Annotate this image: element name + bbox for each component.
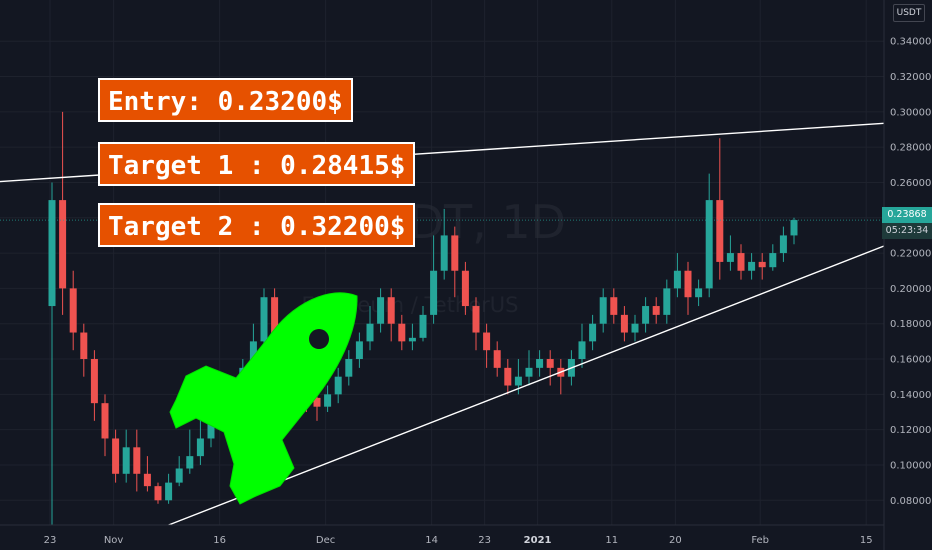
y-tick-label: 0.08000	[890, 496, 931, 507]
y-tick-label: 0.22000	[890, 249, 931, 260]
candle	[165, 473, 173, 504]
candle	[663, 279, 671, 324]
candle	[112, 429, 120, 483]
candle	[324, 385, 332, 412]
candle	[69, 270, 77, 351]
candle	[133, 429, 141, 492]
candle	[260, 288, 268, 351]
candle	[536, 350, 544, 377]
candle	[599, 288, 607, 333]
candle	[779, 226, 787, 262]
candle	[620, 306, 628, 342]
y-tick-label: 0.28000	[890, 143, 931, 154]
candle	[461, 261, 469, 315]
candle	[408, 323, 416, 351]
x-tick-label: 15	[860, 535, 873, 546]
x-tick-label: 14	[425, 535, 438, 546]
time-axis[interactable]: 23 Nov 16 Dec 14 23 2021 11 20 Feb 15	[0, 524, 884, 546]
candle	[451, 226, 459, 298]
candle	[48, 182, 56, 525]
candle	[355, 332, 363, 368]
candle	[472, 297, 480, 351]
currency-badge[interactable]: USDT	[893, 4, 925, 22]
candle	[186, 429, 194, 474]
x-tick-label: 23	[478, 535, 491, 546]
x-tick-label: 2021	[524, 535, 552, 546]
candle	[769, 244, 777, 271]
target-2-annotation[interactable]: Target 2 : 0.32200$	[98, 203, 416, 247]
trendline-support[interactable]	[168, 245, 885, 526]
price-axis[interactable]: 0.340000.320000.300000.280000.260000.240…	[883, 0, 931, 550]
candle	[334, 367, 342, 404]
x-tick-label: 11	[605, 535, 618, 546]
candle	[578, 323, 586, 368]
rocket-icon	[169, 292, 358, 505]
x-tick-label: Nov	[104, 535, 124, 546]
candle	[631, 314, 639, 342]
candle	[90, 350, 98, 421]
countdown-tag: 05:23:34	[882, 223, 932, 239]
x-tick-label: Dec	[316, 535, 335, 546]
y-tick-label: 0.32000	[890, 72, 931, 83]
candle	[557, 359, 565, 395]
y-tick-label: 0.10000	[890, 460, 931, 471]
candle	[154, 482, 162, 504]
x-tick-label: 23	[44, 535, 57, 546]
candle	[59, 111, 67, 315]
candle	[610, 288, 618, 324]
candle	[377, 288, 385, 333]
candle	[673, 253, 681, 298]
candle	[398, 314, 406, 351]
y-tick-label: 0.12000	[890, 425, 931, 436]
candle	[758, 253, 766, 280]
y-tick-label: 0.14000	[890, 390, 931, 401]
y-tick-label: 0.34000	[890, 37, 931, 48]
candle	[175, 456, 183, 487]
y-tick-label: 0.20000	[890, 284, 931, 295]
candle	[737, 244, 745, 280]
candle	[80, 323, 88, 377]
candle	[716, 138, 724, 280]
candle	[695, 279, 703, 307]
target-1-annotation[interactable]: Target 1 : 0.28415$	[98, 142, 416, 186]
candle	[525, 350, 533, 386]
candle	[493, 341, 501, 377]
candle	[705, 173, 713, 298]
candle	[726, 235, 734, 271]
entry-annotation[interactable]: Entry: 0.23200$	[98, 78, 353, 122]
candle	[419, 306, 427, 342]
candle	[430, 235, 438, 324]
y-tick-label: 0.16000	[890, 355, 931, 366]
candle	[366, 306, 374, 351]
candle	[387, 288, 395, 342]
candle	[684, 261, 692, 315]
candle	[440, 208, 448, 280]
x-tick-label: 16	[213, 535, 226, 546]
candle	[143, 456, 151, 492]
x-tick-label: 20	[669, 535, 682, 546]
candle	[642, 297, 650, 333]
candle	[504, 359, 512, 395]
candle	[101, 394, 109, 457]
y-tick-label: 0.30000	[890, 107, 931, 118]
y-tick-label: 0.26000	[890, 178, 931, 189]
y-tick-label: 0.18000	[890, 319, 931, 330]
candle	[546, 350, 554, 386]
last-price-tag: 0.23868	[882, 207, 932, 223]
candle	[589, 314, 597, 351]
candle	[790, 217, 798, 245]
candle	[652, 297, 660, 324]
candle	[748, 253, 756, 280]
x-tick-label: Feb	[751, 535, 769, 546]
candle	[483, 323, 491, 368]
candle	[345, 350, 353, 386]
candle	[122, 429, 130, 483]
candlestick-series	[48, 111, 798, 525]
